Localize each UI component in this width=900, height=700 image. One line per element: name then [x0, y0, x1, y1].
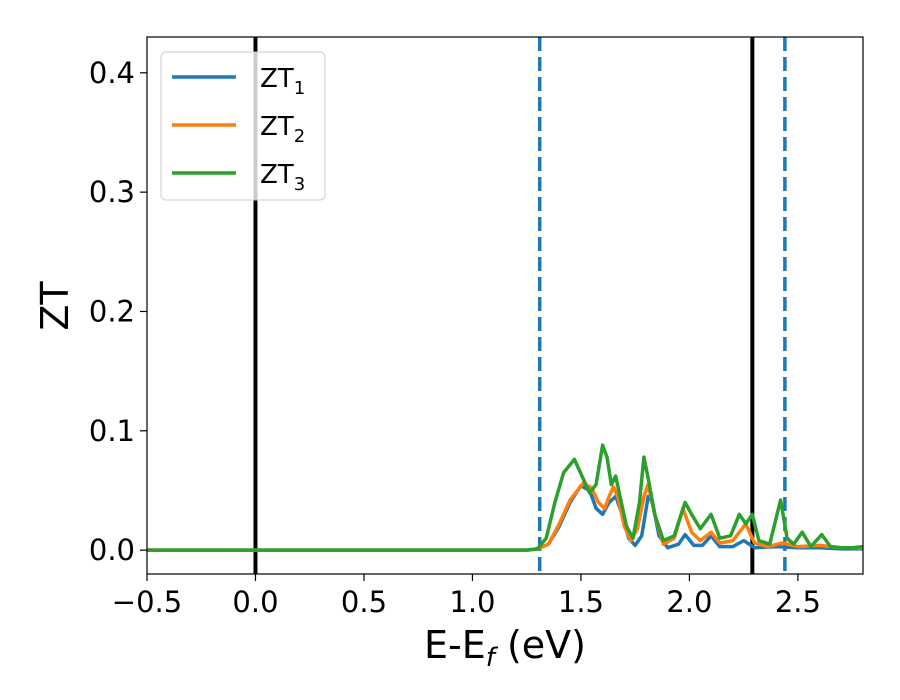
legend-box: [160, 51, 326, 201]
x-tick-label: 0.5: [341, 585, 387, 619]
x-axis-ticks: −0.5 0.0 0.5 1.0 1.5 2.0 2.5: [112, 574, 821, 619]
x-tick-label: 0.0: [232, 585, 278, 619]
legend: ZT1 ZT2 ZT3: [160, 51, 326, 201]
x-axis-title: E-Ef (eV): [424, 623, 586, 673]
y-tick-label: 0.0: [89, 533, 135, 567]
y-tick-label: 0.1: [89, 414, 135, 448]
y-tick-label: 0.3: [89, 175, 135, 209]
series-lines: [147, 443, 863, 552]
plot-frame: [146, 36, 864, 575]
x-tick-label: 1.0: [449, 585, 495, 619]
y-axis-title: ZT: [33, 281, 77, 331]
legend-label-zt3: ZT3: [260, 160, 305, 195]
x-tick-label: 2.5: [775, 585, 821, 619]
x-tick-label: 2.0: [666, 585, 712, 619]
legend-label-zt2: ZT2: [260, 112, 305, 147]
x-tick-label: −0.5: [112, 585, 182, 619]
legend-label-zt1: ZT1: [260, 64, 305, 99]
y-tick-label: 0.4: [89, 56, 135, 90]
y-tick-label: 0.2: [89, 294, 135, 328]
series-line-zt3: [147, 443, 863, 552]
x-tick-label: 1.5: [558, 585, 604, 619]
vertical-reference-lines: [253, 37, 787, 574]
y-axis-ticks: 0.0 0.1 0.2 0.3 0.4: [89, 56, 147, 567]
